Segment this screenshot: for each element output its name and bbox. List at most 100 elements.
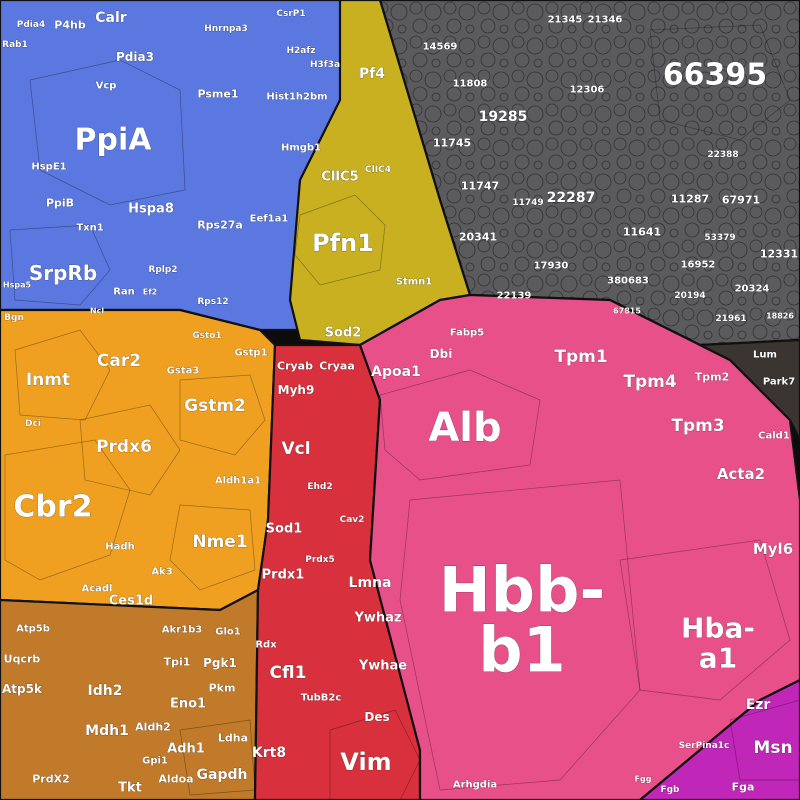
cell-label-k15: Cald1: [758, 431, 790, 442]
cell-label-o5: Gstm2: [184, 396, 246, 416]
cell-label-k10: Acta2: [717, 465, 765, 483]
cell-label-b20: CsrP1: [276, 9, 305, 19]
cell-label-r2: Krt8: [252, 745, 286, 761]
sub-cbr2: [4, 439, 131, 581]
sub-hbb: [399, 479, 641, 791]
subcell-layer: [4, 24, 800, 800]
cell-label-p10: 22287: [547, 190, 596, 206]
cell-label-r13: Des: [364, 710, 389, 724]
cell-label-b6: Vcp: [96, 81, 117, 92]
cell-label-d2: Lum: [753, 350, 777, 361]
sub-alb: [379, 369, 541, 481]
cell-label-b17: Hist1h2bm: [266, 92, 327, 103]
cell-label-b23: Pdia4: [17, 20, 45, 30]
cell-label-o16: Gsto1: [192, 331, 222, 341]
cell-label-r11: Cryab: [277, 360, 313, 373]
cell-label-p12: 67971: [722, 194, 760, 207]
cell-label-w7: Gapdh: [197, 767, 248, 783]
cell-label-w10: PrdX2: [32, 773, 70, 786]
cell-label-o4: Prdx6: [96, 437, 152, 457]
cell-label-m4: Fgb: [660, 785, 680, 795]
cell-label-k6: Tpm1: [554, 347, 607, 367]
sub-pfn1: [294, 194, 386, 286]
cell-label-b25: Hspa5: [3, 281, 32, 290]
cell-label-w3: Eno1: [170, 697, 206, 712]
cell-label-p27: 18826: [766, 312, 794, 321]
cell-label-k14: Fabp5: [450, 328, 484, 339]
cell-label-p24: 11749: [512, 198, 543, 208]
cell-label-w6: Ldha: [218, 732, 248, 745]
cell-label-p22: 21961: [715, 314, 746, 324]
sub-inmt: [14, 329, 111, 421]
sub-gstm2: [179, 374, 266, 456]
cell-label-b3: Calr: [95, 10, 127, 26]
sub-prdx6: [79, 404, 181, 496]
cell-label-r18: Prdx5: [305, 555, 335, 565]
cell-label-w4: Aldh2: [135, 721, 171, 734]
cell-label-p11: 11287: [671, 193, 709, 206]
cell-label-p7: 19285: [479, 109, 528, 125]
cell-label-p2: 21345: [548, 15, 583, 26]
cell-label-y6: ClIC4: [365, 165, 391, 175]
cell-label-p5: 11808: [453, 79, 488, 90]
sub-gapdh: [179, 719, 256, 796]
cell-label-p3: 21346: [588, 15, 623, 26]
sub-srprb: [9, 224, 111, 306]
cell-label-o11: Hadh: [105, 542, 134, 553]
cell-label-w5: Adh1: [167, 742, 205, 757]
cell-label-p18: 12331: [760, 248, 798, 261]
cell-label-y4: Sod2: [325, 326, 362, 341]
cell-label-p8: 11745: [433, 137, 471, 150]
sub-hba: [619, 539, 791, 701]
cell-label-p15: 17930: [534, 261, 569, 272]
cell-label-b7: Hspa8: [128, 202, 174, 217]
cell-label-b24: Rab1: [2, 40, 28, 50]
cell-label-r3: Cfl1: [270, 663, 307, 683]
cell-label-b16: Rps12: [197, 297, 228, 307]
cell-label-o14: Bgn: [4, 313, 24, 323]
cell-label-b5: Pdia3: [116, 50, 154, 64]
cell-label-o7: Gsta3: [167, 366, 200, 377]
sub-ppia: [29, 59, 186, 206]
cell-label-b19: Hnrnpa3: [204, 24, 248, 34]
cell-label-b4: P4hb: [54, 19, 86, 32]
cell-label-m1: Msn: [753, 738, 792, 758]
cell-label-b8: PpiB: [46, 197, 74, 210]
cell-label-k13: Dbi: [430, 347, 453, 361]
cell-label-p4: 14569: [423, 42, 458, 53]
cell-label-r6: Lmna: [349, 575, 392, 591]
cell-label-r16: Cav2: [340, 515, 365, 525]
cell-label-o6: Nme1: [192, 532, 247, 552]
cell-label-p9: 11747: [461, 180, 499, 193]
cell-label-w17: Akr1b3: [162, 625, 202, 636]
cell-label-w8: Aldoa: [158, 773, 193, 786]
cell-label-p21: 20324: [735, 284, 770, 295]
cell-label-o3: Car2: [97, 351, 141, 371]
cell-label-p25: 22388: [707, 150, 738, 160]
cell-label-r9: Vcl: [281, 439, 310, 459]
cell-label-p14: 11641: [623, 226, 661, 239]
cell-label-k1: Hbb-: [439, 554, 605, 627]
cell-label-b2: SrpRb: [29, 261, 97, 285]
cell-label-w19: Atp5b: [16, 624, 50, 635]
sub-vim: [329, 709, 421, 800]
cell-label-k4: Hba-: [681, 612, 755, 645]
cell-label-m6: Arhgdia: [453, 780, 497, 791]
cell-label-k11: Myl6: [753, 540, 793, 558]
cell-label-b15: Ran: [113, 287, 135, 298]
cell-label-b26: Ncl: [90, 307, 104, 316]
cell-label-r10: Myh9: [278, 383, 315, 397]
cell-label-o15: Dci: [25, 419, 41, 429]
cell-label-o10: Ces1d: [109, 594, 153, 609]
cell-label-o2: Inmt: [26, 370, 70, 390]
sub-66395: [649, 24, 791, 141]
cell-label-r15: Rdx: [255, 640, 277, 651]
sub-nme1: [169, 504, 256, 591]
cell-label-b18: Hmgb1: [281, 143, 321, 154]
cell-label-r14: TubB2c: [301, 693, 342, 704]
cell-label-r4: Ywhae: [358, 659, 407, 674]
cell-label-p20: 20194: [674, 291, 705, 301]
cell-label-p1: 66395: [663, 58, 767, 93]
cell-label-w9: Tkt: [118, 781, 142, 796]
